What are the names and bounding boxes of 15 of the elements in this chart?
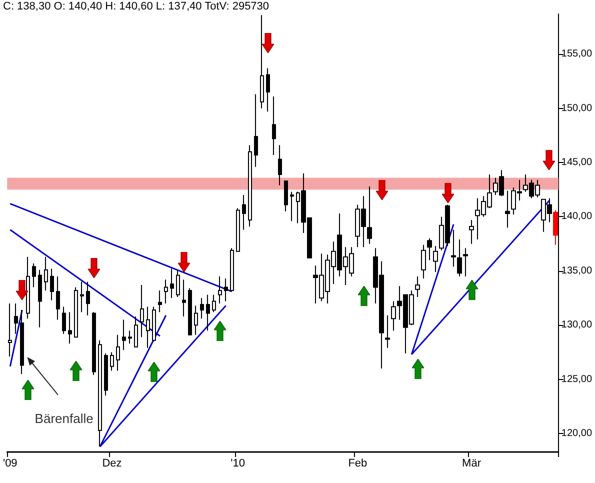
x-tick-label: Dez xyxy=(102,458,122,470)
x-tick-label: '10 xyxy=(230,458,246,470)
y-tick-label: 120,00 xyxy=(561,428,592,440)
x-tick-label: '09 xyxy=(2,458,18,470)
chart-title: C: 138,30 O: 140,40 H: 140,60 L: 137,40 TotV: 295730 xyxy=(3,0,270,12)
x-tick-label: Feb xyxy=(348,458,368,470)
y-tick-label: 155,00 xyxy=(561,48,592,60)
y-tick-label: 125,00 xyxy=(561,374,592,385)
x-tick-label: Mär xyxy=(462,458,482,470)
annotation: Bärenfalle xyxy=(34,410,94,426)
y-tick-label: 150,00 xyxy=(561,102,592,114)
y-tick-label: 145,00 xyxy=(561,157,592,168)
y-tick-label: 135,00 xyxy=(561,265,592,276)
y-tick-label: 140,00 xyxy=(561,211,592,222)
y-tick-label: 130,00 xyxy=(561,320,592,331)
